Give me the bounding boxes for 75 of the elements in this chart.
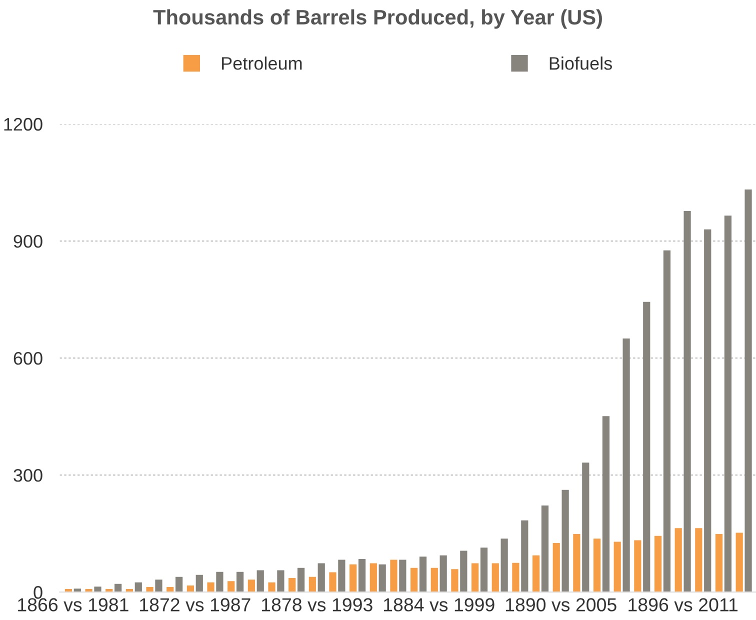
legend-label: Petroleum <box>222 56 302 70</box>
bar <box>451 569 458 592</box>
bar <box>410 568 418 592</box>
bar <box>674 528 682 592</box>
bar <box>684 210 691 592</box>
y-tick-label: 1200 <box>4 118 42 131</box>
bar <box>207 582 214 592</box>
bar <box>399 560 406 592</box>
bar <box>236 572 244 592</box>
x-tick-label: 1866 vs 1981 <box>18 598 128 612</box>
bar <box>643 302 650 592</box>
bar <box>94 586 102 592</box>
bar <box>715 534 723 592</box>
bar <box>593 538 601 592</box>
y-tick-label: 300 <box>14 469 42 482</box>
bar <box>654 536 662 592</box>
bar <box>419 556 427 592</box>
bar <box>370 563 377 592</box>
bar <box>634 540 642 592</box>
bar <box>196 574 203 592</box>
bar <box>704 229 712 592</box>
bar <box>256 570 264 592</box>
bar <box>622 338 630 592</box>
bar <box>228 581 235 592</box>
bar <box>358 558 366 592</box>
bar <box>521 520 528 592</box>
bar <box>338 560 346 592</box>
x-tick-label: 1872 vs 1987 <box>140 598 250 612</box>
x-tick-label: 1878 vs 1993 <box>262 598 372 612</box>
bar <box>440 555 447 592</box>
bar <box>134 582 142 592</box>
legend-label: Biofuels <box>550 56 612 70</box>
bar <box>492 563 499 592</box>
bar <box>318 563 325 592</box>
bar <box>248 580 255 592</box>
bar <box>724 216 732 592</box>
bar <box>378 564 386 592</box>
bar <box>573 534 580 592</box>
bar <box>744 190 752 592</box>
bar <box>350 564 357 592</box>
bar <box>602 416 610 592</box>
bar <box>663 250 671 592</box>
bar <box>146 587 154 592</box>
bar <box>460 550 468 592</box>
bar <box>268 582 276 592</box>
x-tick-label: 1890 vs 2005 <box>506 598 616 612</box>
bar <box>430 568 438 592</box>
x-tick-label: 1896 vs 2011 <box>628 598 738 612</box>
y-tick-label: 600 <box>14 352 42 365</box>
bar <box>329 572 336 592</box>
bar <box>480 548 488 592</box>
bar <box>297 568 305 592</box>
bar <box>288 578 296 592</box>
bar <box>216 572 224 592</box>
bar <box>277 570 284 592</box>
bar <box>155 580 162 592</box>
bar <box>614 542 621 592</box>
bar <box>532 555 540 592</box>
y-tick-label: 0 <box>34 586 42 599</box>
bar <box>562 490 569 592</box>
x-tick-label: 1884 vs 1999 <box>384 598 494 612</box>
bar <box>471 563 479 592</box>
y-tick-label: 900 <box>14 234 42 248</box>
bar <box>176 576 183 592</box>
bar <box>695 528 702 592</box>
bar <box>582 462 590 592</box>
chart-title: Thousands of Barrels Produced, by Year (US) <box>153 9 602 29</box>
bar <box>736 532 743 592</box>
bar <box>390 560 398 592</box>
bar <box>552 542 560 592</box>
bar <box>541 506 549 592</box>
bar <box>308 576 316 592</box>
bar <box>512 562 520 592</box>
bar <box>114 584 122 592</box>
bar <box>500 538 508 592</box>
